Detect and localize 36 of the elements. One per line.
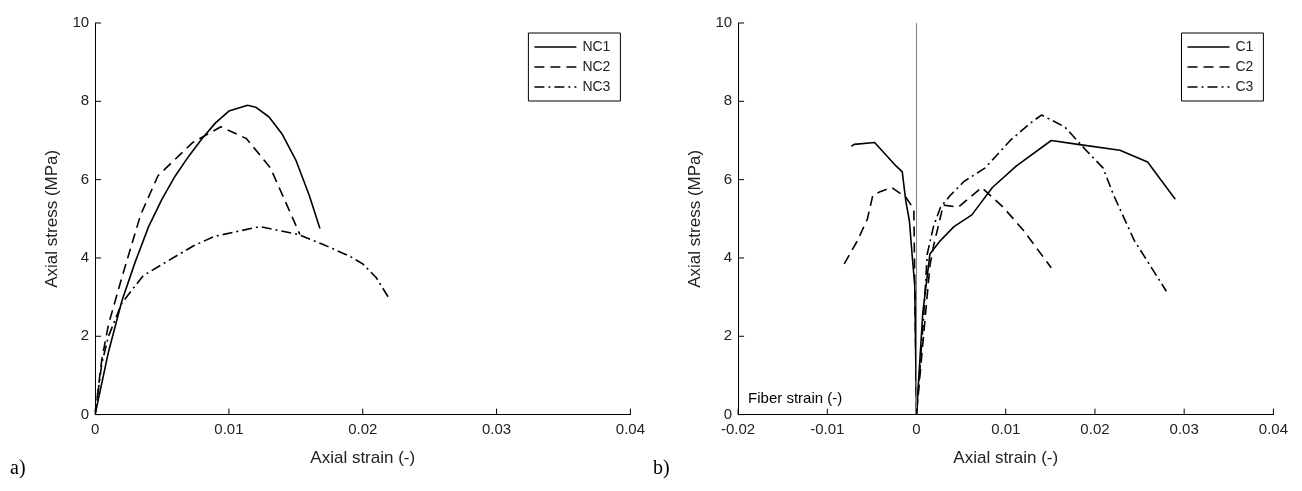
- y-tick-label: 8: [723, 91, 733, 109]
- y-tick-label: 4: [723, 248, 733, 266]
- annotation: Fiber strain (-): [748, 389, 843, 407]
- x-tick-label: 0.04: [615, 419, 645, 437]
- y-tick-label: 6: [723, 169, 733, 187]
- y-tick-label: 4: [80, 248, 90, 266]
- y-tick-label: 6: [80, 169, 90, 187]
- x-axis-title: Axial strain (-): [953, 448, 1059, 468]
- y-tick-label: 10: [715, 13, 733, 31]
- legend-label: NC2: [582, 57, 611, 74]
- text: b): [653, 456, 670, 480]
- x-tick-label: 0.04: [1258, 419, 1288, 437]
- legend-label: NC1: [582, 37, 611, 54]
- x-tick-label: 0.02: [1080, 419, 1110, 437]
- y-tick-label: 2: [80, 326, 90, 344]
- x-tick-label: 0.03: [1169, 419, 1199, 437]
- x-tick-label: -0.02: [720, 419, 756, 437]
- text: a): [10, 456, 26, 480]
- x-tick-label: 0.02: [348, 419, 378, 437]
- x-tick-label: 0.01: [991, 419, 1021, 437]
- x-tick-label: 0.01: [214, 419, 244, 437]
- x-axis-title: Axial strain (-): [310, 448, 416, 468]
- y-tick-label: 8: [80, 91, 90, 109]
- legend-label: C2: [1235, 57, 1254, 74]
- y-tick-label: 0: [723, 404, 733, 422]
- y-axis-title: Axial stress (MPa): [684, 149, 704, 288]
- x-tick-label: 0.03: [481, 419, 512, 437]
- y-tick-label: 10: [72, 13, 90, 31]
- x-tick-label: -0.01: [810, 419, 845, 437]
- legend-label: C1: [1235, 37, 1254, 54]
- y-tick-label: 2: [723, 326, 733, 344]
- legend-label: NC3: [582, 77, 611, 94]
- legend-label: C3: [1235, 77, 1254, 94]
- x-tick-label: 0: [912, 419, 921, 437]
- y-axis-title: Axial stress (MPa): [41, 149, 61, 288]
- y-tick-label: 0: [80, 404, 90, 422]
